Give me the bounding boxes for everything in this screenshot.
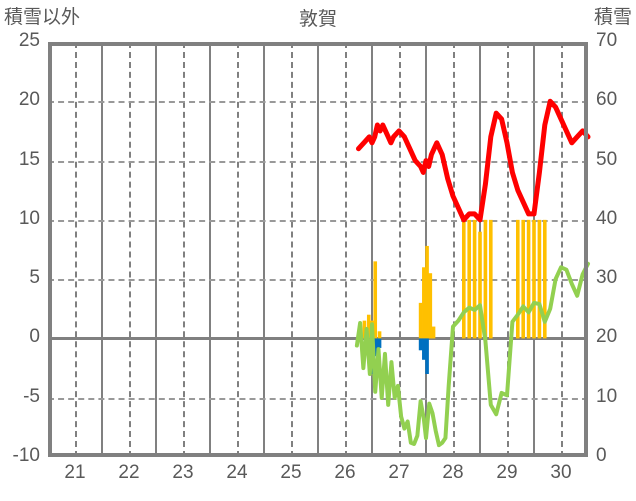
gridline-vertical-halfday [75, 42, 77, 457]
x-tick-24: 24 [226, 462, 248, 483]
gridline-zero [48, 337, 588, 341]
x-tick-29: 29 [496, 462, 518, 483]
gridline-vertical-halfday [129, 42, 131, 457]
right-tick-50: 50 [596, 148, 618, 170]
gridline-vertical-halfday [183, 42, 185, 457]
gridline-vertical-halfday [507, 42, 509, 457]
gridline-horizontal [48, 101, 588, 104]
x-tick-21: 21 [64, 462, 86, 483]
precipitation-bar [472, 219, 477, 339]
gridline-horizontal [48, 397, 588, 400]
x-tick-30: 30 [550, 462, 572, 483]
right-tick-0: 0 [596, 445, 607, 466]
gridline-vertical-day [317, 42, 319, 457]
gridline-vertical-day [371, 42, 373, 457]
gridline-vertical-halfday [291, 42, 293, 457]
snow-depth-line [356, 98, 591, 223]
left-tick-5: 5 [29, 267, 40, 289]
right-axis-unit-label: 積雪 [593, 7, 632, 28]
precipitation-bar [462, 219, 466, 339]
precipitation-bar [483, 219, 488, 339]
x-tick-22: 22 [118, 462, 140, 483]
gridline-vertical-halfday [453, 42, 455, 457]
snowfall-bar [425, 338, 429, 374]
gridline-vertical-halfday [237, 42, 239, 457]
precipitation-bar [467, 219, 471, 339]
x-tick-25: 25 [280, 462, 302, 483]
gridline-vertical-day [209, 42, 211, 457]
precipitation-bar [377, 331, 382, 339]
snowfall-bar [418, 338, 423, 351]
x-tick-27: 27 [388, 462, 410, 483]
snowfall-bar [422, 338, 426, 360]
precipitation-bar [526, 219, 531, 339]
gridline-vertical-day [263, 42, 265, 457]
x-tick-26: 26 [334, 462, 356, 483]
right-tick-30: 30 [596, 267, 618, 289]
gridline-vertical-halfday [345, 42, 347, 457]
precipitation-bar [532, 219, 536, 339]
precipitation-bar [418, 302, 423, 339]
gridline-horizontal [48, 160, 588, 163]
chart-title: 敦賀 [298, 9, 337, 30]
plot-area [48, 42, 591, 457]
left-tick-neg5: -5 [23, 385, 40, 407]
precipitation-bar [362, 320, 367, 339]
precipitation-bar [422, 267, 426, 339]
left-tick-10: 10 [18, 207, 40, 229]
left-tick-20: 20 [18, 89, 40, 111]
snow-depth-polyline [356, 98, 591, 223]
left-tick-25: 25 [18, 30, 40, 51]
right-tick-70: 70 [596, 30, 618, 51]
gridline-vertical-day [155, 42, 157, 457]
precipitation-bar [425, 245, 429, 339]
left-tick-neg10: -10 [12, 445, 40, 466]
gridline-horizontal [48, 279, 588, 282]
left-tick-0: 0 [29, 326, 40, 348]
snowfall-bar [374, 338, 379, 357]
right-tick-60: 60 [596, 89, 618, 111]
precipitation-bar [516, 219, 520, 339]
precipitation-bar [428, 273, 433, 339]
gridline-vertical-halfday [399, 42, 401, 457]
right-tick-20: 20 [596, 326, 618, 348]
temperature-line [354, 261, 590, 448]
x-tick-28: 28 [442, 462, 464, 483]
left-tick-15: 15 [18, 148, 40, 170]
precipitation-bar [543, 219, 547, 339]
gridline-vertical-day [101, 42, 103, 457]
temperature-polyline [354, 261, 590, 448]
precipitation-bar [373, 261, 378, 339]
gridline-vertical-halfday [561, 42, 563, 457]
right-tick-40: 40 [596, 207, 618, 229]
precipitation-bar [431, 326, 436, 339]
right-tick-10: 10 [596, 385, 618, 407]
precipitation-bar [521, 219, 525, 339]
x-tick-23: 23 [172, 462, 194, 483]
precipitation-bar [537, 219, 542, 339]
left-axis-unit-label: 積雪以外 [4, 7, 81, 28]
precipitation-bar [478, 231, 482, 339]
gridline-horizontal [48, 219, 588, 222]
precipitation-bar [366, 314, 371, 339]
precipitation-bar [489, 219, 493, 339]
snowfall-bar [377, 338, 382, 348]
